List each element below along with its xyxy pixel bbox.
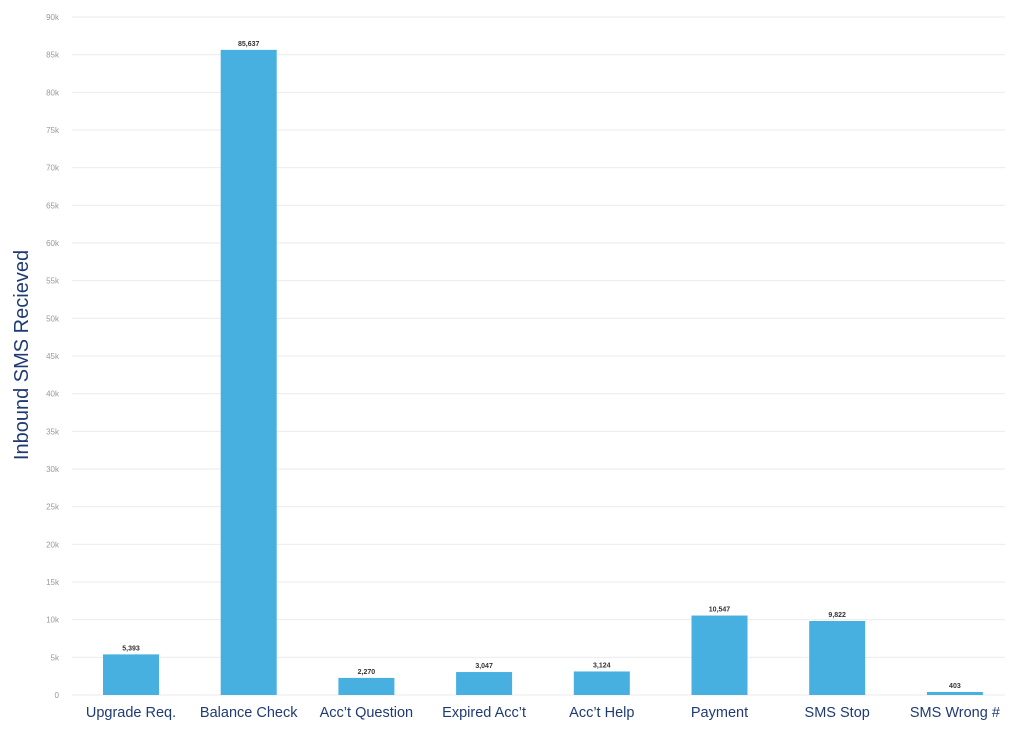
bar bbox=[926, 691, 983, 695]
x-category-label: Payment bbox=[691, 705, 748, 721]
bar bbox=[691, 615, 748, 695]
y-tick-label: 45k bbox=[46, 352, 60, 361]
gridlines bbox=[72, 16, 1005, 696]
x-category-label: Acc’t Help bbox=[569, 705, 634, 721]
data-label: 85,637 bbox=[238, 41, 260, 48]
y-tick-label: 0 bbox=[55, 691, 60, 700]
y-tick-label: 10k bbox=[46, 616, 60, 625]
data-label: 9,822 bbox=[828, 612, 846, 619]
x-axis-categories: Upgrade Req. Balance Check Acc’t Question E… bbox=[86, 705, 1000, 721]
bar bbox=[456, 672, 513, 695]
data-label: 3,124 bbox=[593, 662, 611, 669]
data-labels: 5,393 85,637 2,270 3,047 3,124 10,547 9,822 403 bbox=[122, 41, 961, 690]
y-tick-label: 30k bbox=[46, 465, 60, 474]
y-tick-label: 35k bbox=[46, 427, 60, 436]
x-category-label: Upgrade Req. bbox=[86, 705, 176, 721]
y-tick-label: 40k bbox=[46, 390, 60, 399]
bars bbox=[103, 49, 983, 696]
y-tick-label: 75k bbox=[46, 126, 60, 135]
y-tick-label: 20k bbox=[46, 540, 60, 549]
data-label: 2,270 bbox=[358, 669, 376, 676]
data-label: 5,393 bbox=[122, 645, 140, 652]
data-label: 10,547 bbox=[709, 607, 731, 614]
y-axis-ticks: 0 5k 10k 15k 20k 25k 30k 35k 40k 45k 50k 55k 60k 65k 7… bbox=[46, 13, 60, 700]
y-tick-label: 65k bbox=[46, 201, 60, 210]
bar bbox=[573, 671, 630, 695]
y-tick-label: 85k bbox=[46, 51, 60, 60]
bar bbox=[338, 677, 395, 695]
y-tick-label: 60k bbox=[46, 239, 60, 248]
y-axis-title: Inbound SMS Recieved bbox=[11, 250, 33, 460]
data-label: 403 bbox=[949, 683, 961, 690]
data-label: 3,047 bbox=[475, 663, 493, 670]
x-category-label: Balance Check bbox=[200, 705, 298, 721]
y-tick-label: 25k bbox=[46, 503, 60, 512]
y-tick-label: 50k bbox=[46, 314, 60, 323]
bar bbox=[220, 49, 277, 696]
y-tick-label: 90k bbox=[46, 13, 60, 22]
x-category-label: Expired Acc’t bbox=[442, 705, 526, 721]
x-category-label: Acc’t Question bbox=[320, 705, 414, 721]
y-tick-label: 55k bbox=[46, 277, 60, 286]
y-tick-label: 15k bbox=[46, 578, 60, 587]
y-tick-label: 5k bbox=[51, 653, 60, 662]
bar bbox=[809, 621, 866, 695]
bar bbox=[103, 654, 159, 695]
y-tick-label: 80k bbox=[46, 88, 60, 97]
x-category-label: SMS Wrong # bbox=[910, 705, 1000, 721]
y-tick-label: 70k bbox=[46, 164, 60, 173]
x-category-label: SMS Stop bbox=[805, 705, 870, 721]
